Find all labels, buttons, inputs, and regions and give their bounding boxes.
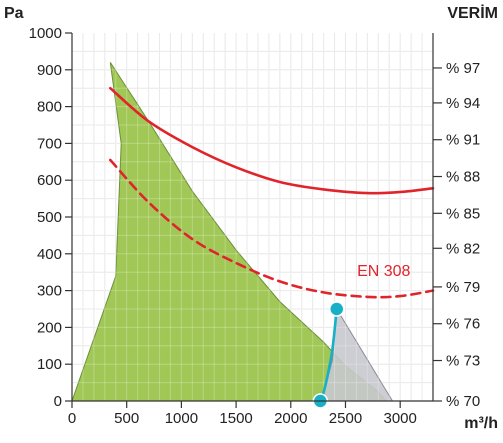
efficiency-curve-en308 (109, 158, 435, 299)
y2-tick-label: % 94 (446, 95, 480, 112)
x-tick-label: 500 (114, 410, 139, 427)
y2-tick-label: % 70 (446, 393, 480, 410)
operating-line (320, 308, 338, 402)
y2-tick-label: % 91 (446, 132, 480, 149)
x-tick-label: 1500 (219, 410, 252, 427)
x-tick-label: 2000 (274, 410, 307, 427)
y-tick-label: 600 (37, 172, 62, 189)
y2-tick-label: % 79 (446, 279, 480, 296)
x-tick-label: 1000 (165, 410, 198, 427)
y-tick-label: 400 (37, 246, 62, 263)
y2-tick-label: % 85 (446, 205, 480, 222)
y-tick-label: 500 (37, 209, 62, 226)
x-axis-title: m³/h (464, 415, 498, 432)
efficiency-curve-solid (109, 86, 435, 195)
x-tick-label: 2500 (329, 410, 362, 427)
y2-tick-label: % 88 (446, 169, 480, 186)
x-tick-label: 0 (68, 410, 76, 427)
x-tick-label: 3000 (383, 410, 416, 427)
y-tick-label: 700 (37, 135, 62, 152)
y-tick-label: 300 (37, 283, 62, 300)
y2-axis-title: VERİM (447, 4, 498, 22)
y-tick-label: 200 (37, 319, 62, 336)
operating-point-marker-1 (328, 301, 345, 317)
y-tick-label: 1000 (29, 25, 62, 42)
y-tick-label: 800 (37, 99, 62, 116)
y2-tick-label: % 82 (446, 240, 480, 257)
y2-tick-label: % 73 (446, 353, 480, 370)
y-tick-label: 0 (54, 393, 62, 410)
y2-tick-label: % 76 (446, 316, 480, 333)
y-axis-title: Pa (4, 5, 24, 22)
y2-tick-label: % 97 (446, 60, 480, 77)
en308-label: EN 308 (357, 263, 410, 280)
y-tick-label: 900 (37, 62, 62, 79)
y-tick-label: 100 (37, 356, 62, 373)
